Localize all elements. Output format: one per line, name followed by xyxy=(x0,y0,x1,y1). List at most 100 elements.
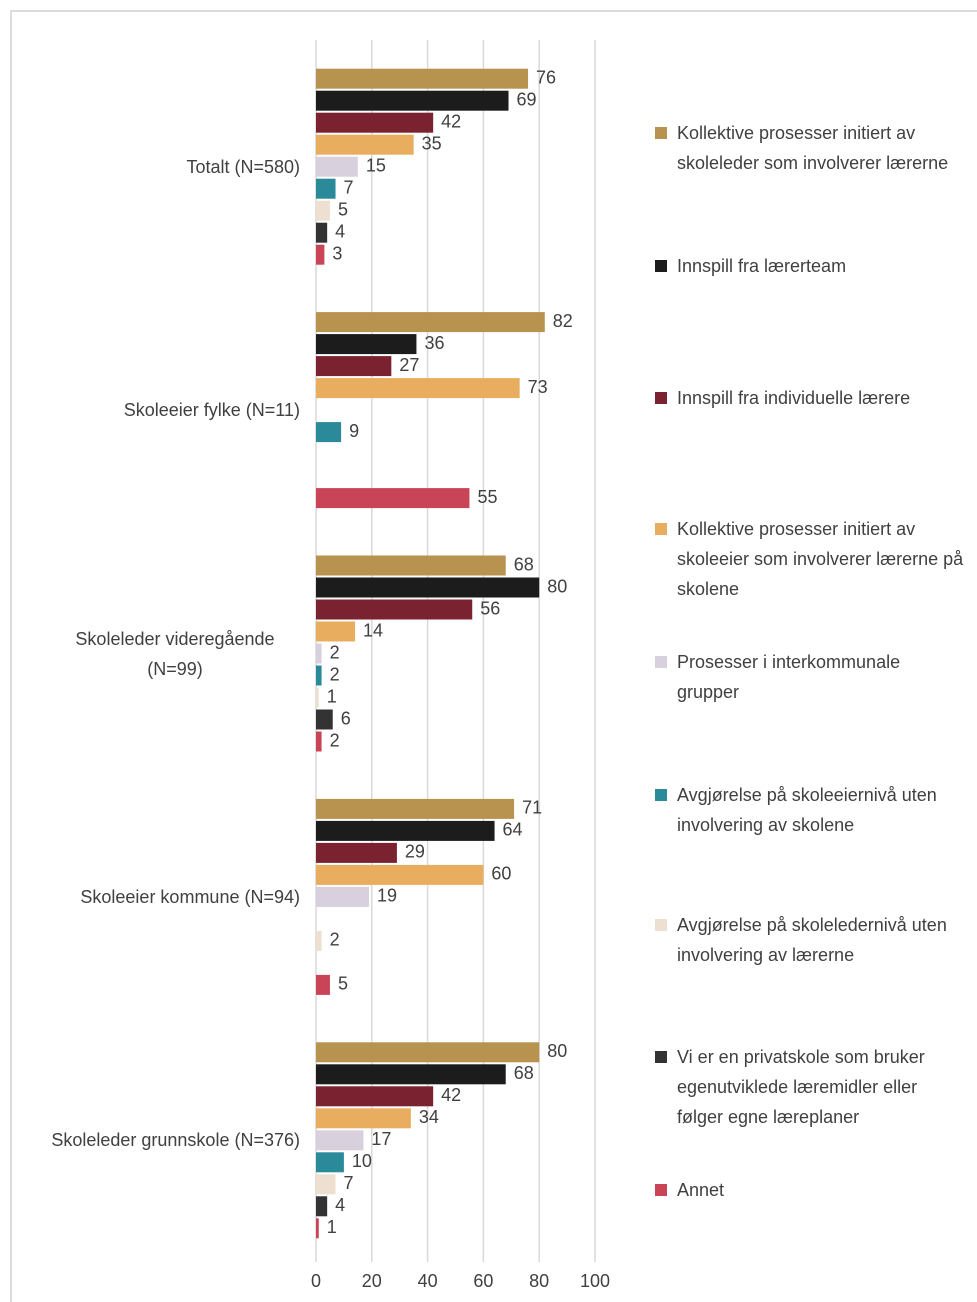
value-label: 9 xyxy=(349,421,359,441)
value-label: 5 xyxy=(338,199,348,219)
legend-label: Kollektive prosesser initiert av skolele… xyxy=(677,123,949,173)
bar xyxy=(316,886,370,907)
category-label: Skoleleder videregående (N=99) xyxy=(75,628,275,679)
value-label: 14 xyxy=(363,620,383,640)
bar xyxy=(316,244,325,265)
value-label: 3 xyxy=(332,243,342,263)
legend-entry: Avgjørelse på skoleeiernivå uten involve… xyxy=(655,780,965,840)
bar xyxy=(316,930,322,951)
bar xyxy=(316,687,319,708)
bar xyxy=(316,1174,336,1195)
bar xyxy=(316,422,342,443)
bar xyxy=(316,334,417,355)
legend-label: Avgjørelse på skoleledernivå uten involv… xyxy=(677,915,947,965)
legend-entry: Innspill fra lærerteam xyxy=(655,251,965,281)
value-label: 7 xyxy=(344,1173,354,1193)
value-label: 60 xyxy=(491,864,511,884)
value-label: 69 xyxy=(517,89,537,109)
value-label: 71 xyxy=(522,798,542,818)
bar xyxy=(316,134,414,155)
bar xyxy=(316,156,358,177)
value-label: 2 xyxy=(330,730,340,750)
value-label: 1 xyxy=(327,1217,337,1237)
bar xyxy=(316,488,470,509)
x-tick-label: 40 xyxy=(418,1271,438,1291)
legend-swatch xyxy=(655,789,667,801)
bar xyxy=(316,555,506,576)
value-label: 35 xyxy=(422,133,442,153)
legend-entry: Prosesser i interkommunale grupper xyxy=(655,647,965,707)
value-label: 5 xyxy=(338,974,348,994)
x-tick-label: 100 xyxy=(580,1271,610,1291)
legend-entry: Kollektive prosesser initiert av skolele… xyxy=(655,118,965,178)
value-label: 34 xyxy=(419,1107,439,1127)
legend-entry: Avgjørelse på skoleledernivå uten involv… xyxy=(655,910,965,970)
legend-swatch xyxy=(655,1184,667,1196)
legend-swatch xyxy=(655,392,667,404)
value-label: 64 xyxy=(503,820,523,840)
category-label: Totalt (N=580) xyxy=(186,156,300,177)
value-label: 42 xyxy=(441,111,461,131)
bar xyxy=(316,1086,434,1107)
bar xyxy=(316,864,484,885)
x-tick-label: 0 xyxy=(311,1271,321,1291)
value-label: 2 xyxy=(330,642,340,662)
value-label: 76 xyxy=(536,67,556,87)
legend-swatch xyxy=(655,523,667,535)
value-label: 4 xyxy=(335,1195,345,1215)
value-label: 68 xyxy=(514,554,534,574)
value-label: 36 xyxy=(424,333,444,353)
value-label: 2 xyxy=(330,930,340,950)
value-label: 29 xyxy=(405,842,425,862)
legend-label: Kollektive prosesser initiert av skoleei… xyxy=(677,519,964,599)
bar xyxy=(316,731,322,752)
bar xyxy=(316,798,515,819)
bar xyxy=(316,1218,319,1239)
legend-label: Innspill fra lærerteam xyxy=(677,256,847,276)
category-label: Skoleeier fylke (N=11) xyxy=(123,400,300,421)
legend-swatch xyxy=(655,919,667,931)
legend-entry: Vi er en privatskole som bruker egenutvi… xyxy=(655,1042,965,1132)
bar xyxy=(316,1152,344,1173)
value-label: 55 xyxy=(477,487,497,507)
bar xyxy=(316,222,328,243)
value-label: 42 xyxy=(441,1085,461,1105)
bar xyxy=(316,1130,364,1151)
bar xyxy=(316,1042,540,1063)
category-label: Skoleeier kommune (N=94) xyxy=(80,886,300,907)
bar xyxy=(316,356,392,377)
bar xyxy=(316,974,330,995)
value-label: 68 xyxy=(514,1063,534,1083)
legend-entry: Innspill fra individuelle lærere xyxy=(655,383,965,413)
category-label: Skoleleder grunnskole (N=376) xyxy=(51,1130,300,1151)
legend-label: Vi er en privatskole som bruker egenutvi… xyxy=(677,1047,925,1127)
frame xyxy=(10,10,977,1302)
bar xyxy=(316,842,397,863)
bar xyxy=(316,577,540,598)
value-label: 73 xyxy=(528,377,548,397)
value-label: 4 xyxy=(335,221,345,241)
value-label: 80 xyxy=(547,576,567,596)
bar xyxy=(316,1064,506,1085)
legend-label: Prosesser i interkommunale grupper xyxy=(677,652,901,702)
value-label: 80 xyxy=(547,1041,567,1061)
x-tick-label: 60 xyxy=(473,1271,493,1291)
legend-entry: Annet xyxy=(655,1175,965,1205)
bar xyxy=(316,599,473,620)
x-tick-label: 80 xyxy=(529,1271,549,1291)
bar xyxy=(316,1196,328,1217)
bar xyxy=(316,621,356,642)
value-label: 82 xyxy=(553,311,573,331)
value-label: 17 xyxy=(371,1129,391,1149)
legend-label: Innspill fra individuelle lærere xyxy=(677,388,911,408)
bar xyxy=(316,312,545,333)
bar xyxy=(316,90,509,111)
value-label: 15 xyxy=(366,155,386,175)
legend-label: Annet xyxy=(677,1180,725,1200)
legend-swatch xyxy=(655,656,667,668)
legend-label: Avgjørelse på skoleeiernivå uten involve… xyxy=(677,785,937,835)
value-label: 19 xyxy=(377,886,397,906)
legend-swatch xyxy=(655,127,667,139)
